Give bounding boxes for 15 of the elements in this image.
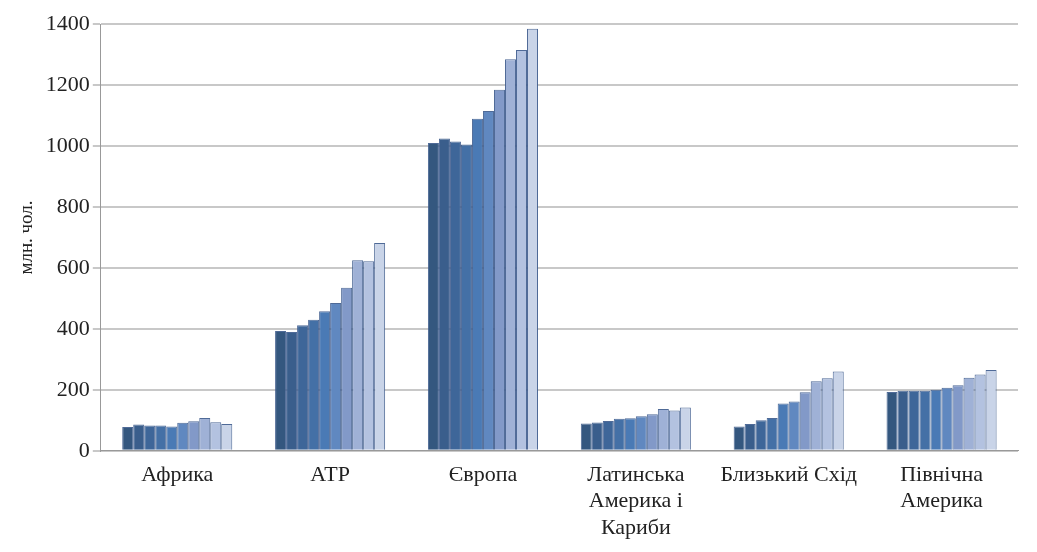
- y-axis-title: млн. чол.: [15, 200, 37, 275]
- x-tick-label: Близький Схід: [720, 460, 857, 486]
- x-tick-label: Африка: [141, 460, 214, 486]
- x-tick-label: Європа: [448, 460, 518, 486]
- y-tick-label: 200: [56, 375, 90, 401]
- y-tick-label: 600: [56, 253, 90, 279]
- y-tick-label: 1000: [45, 131, 90, 157]
- y-tick-label: 400: [56, 314, 90, 340]
- x-tick-label: Латинська Америка і Кариби: [587, 460, 685, 539]
- y-tick-label: 1200: [45, 70, 90, 96]
- y-tick-label: 800: [56, 192, 90, 218]
- y-tick-label: 0: [78, 436, 90, 462]
- x-tick-label: Північна Америка: [900, 460, 984, 513]
- x-tick-label: АТР: [310, 460, 350, 486]
- y-tick-label: 1400: [45, 9, 90, 35]
